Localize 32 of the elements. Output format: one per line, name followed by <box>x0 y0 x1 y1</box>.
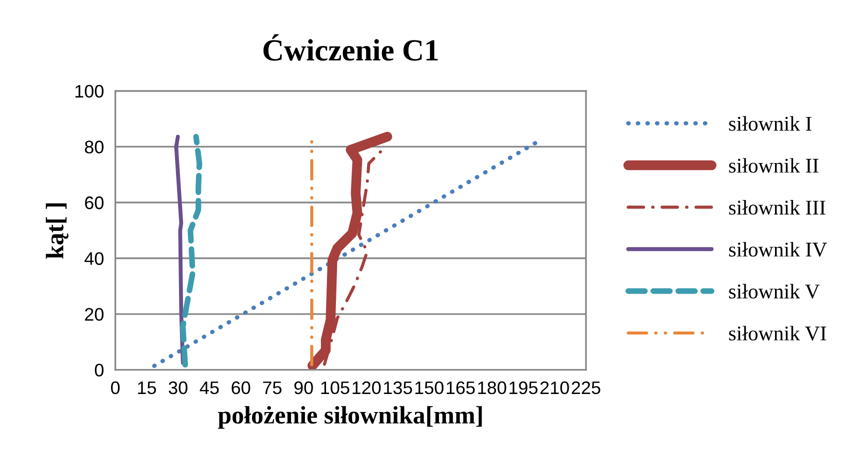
x-tick-label: 45 <box>200 382 219 394</box>
y-tick-label: 0 <box>94 364 104 377</box>
x-tick-label: 165 <box>446 381 475 394</box>
y-tick-label: 60 <box>85 196 104 210</box>
x-tick-label: 150 <box>415 381 444 394</box>
y-tick-label: 100 <box>75 84 104 98</box>
x-tick-label: 135 <box>384 381 412 394</box>
x-tick-label: 105 <box>321 381 350 394</box>
y-axis-title: kąt[ ] <box>46 203 68 259</box>
x-axis-title: położenie siłownika[mm] <box>218 406 482 429</box>
x-tick-label: 195 <box>510 381 538 394</box>
legend-label: siłownik III <box>729 200 826 215</box>
line-series <box>322 150 382 366</box>
legend-label: siłownik V <box>729 284 820 299</box>
y-tick-label: 80 <box>84 140 104 154</box>
x-tick-label: 210 <box>540 381 569 394</box>
x-tick-label: 0 <box>111 381 120 394</box>
x-tick-label: 120 <box>352 381 381 394</box>
legend-label: siłownik I <box>729 116 812 131</box>
y-tick-label: 40 <box>84 252 104 265</box>
legend-label: siłownik VI <box>729 326 826 341</box>
x-tick-label: 60 <box>232 381 250 394</box>
legend-label: siłownik II <box>729 158 818 173</box>
x-tick-label: 225 <box>572 381 600 394</box>
x-tick-label: 15 <box>138 382 156 394</box>
chart-title: Ćwiczenie C1 <box>263 34 438 61</box>
x-tick-label: 30 <box>168 381 188 394</box>
x-tick-label: 90 <box>294 381 313 394</box>
y-tick-label: 20 <box>85 308 104 321</box>
legend-label: siłownik IV <box>729 242 827 257</box>
x-tick-label: 180 <box>478 381 506 394</box>
x-tick-label: 75 <box>263 382 282 394</box>
